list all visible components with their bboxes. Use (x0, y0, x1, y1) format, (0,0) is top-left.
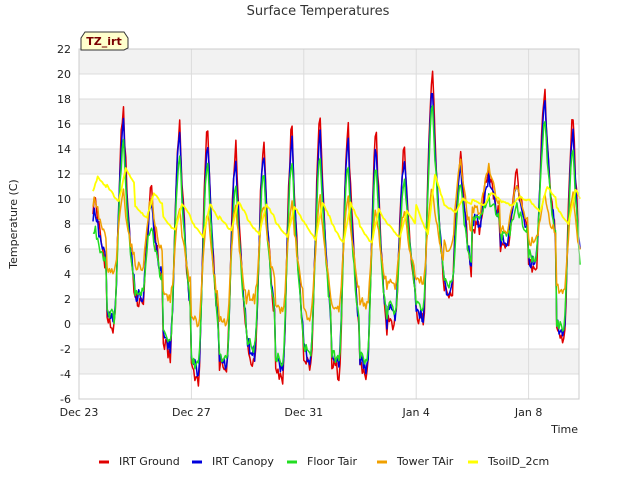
y-tick-labels: -6 -4 -2 0 2 4 6 8 10 12 14 16 18 20 22 (57, 43, 71, 406)
x-tick-label: Jan 8 (514, 406, 542, 419)
series-line-soil (92, 167, 581, 244)
plot-band (79, 99, 579, 124)
y-tick-label: 6 (64, 243, 71, 256)
y-tick-label: -6 (60, 393, 71, 406)
plot-band (79, 349, 579, 374)
y-tick-label: 14 (57, 143, 71, 156)
legend-label: IRT Ground (119, 455, 180, 468)
legend-item-soil: TsoilD_2cm (468, 455, 549, 468)
x-tick-label: Dec 31 (284, 406, 323, 419)
legend-item-tower: Tower TAir (377, 455, 454, 468)
y-tick-label: 4 (64, 268, 71, 281)
y-tick-label: -2 (60, 343, 71, 356)
plot-band (79, 49, 579, 74)
y-tick-label: 2 (64, 293, 71, 306)
axes (78, 48, 580, 400)
y-tick-label: 0 (64, 318, 71, 331)
plot-band (79, 249, 579, 274)
x-tick-label: Jan 4 (401, 406, 429, 419)
badge-label: TZ_irt (86, 35, 121, 48)
x-axis-label: Time (550, 423, 578, 436)
series-line-tower (92, 158, 581, 328)
legend-label: Tower TAir (396, 455, 454, 468)
legend-label: IRT Canopy (212, 455, 274, 468)
badge-shape (80, 31, 129, 51)
y-tick-label: -4 (60, 368, 71, 381)
legend-item-floor: Floor Tair (287, 455, 358, 468)
y-tick-label: 18 (57, 93, 71, 106)
series-layer (92, 70, 581, 387)
plot-border (78, 48, 580, 400)
legend-item-canopy: IRT Canopy (192, 455, 274, 468)
tz-irt-badge: TZ_irt (80, 31, 129, 51)
y-tick-label: 22 (57, 43, 71, 56)
y-tick-label: 10 (57, 193, 71, 206)
y-tick-label: 20 (57, 68, 71, 81)
x-tick-labels: Dec 23 Dec 27 Dec 31 Jan 4 Jan 8 (60, 406, 543, 419)
chart-title: Surface Temperatures (247, 4, 390, 19)
y-tick-label: 16 (57, 118, 71, 131)
y-tick-label: 8 (64, 218, 71, 231)
legend-label: Floor Tair (307, 455, 358, 468)
plot-band (79, 149, 579, 174)
x-tick-label: Dec 27 (172, 406, 211, 419)
legend-item-ground: IRT Ground (99, 455, 180, 468)
y-axis-label: Temperature (C) (7, 179, 20, 269)
legend-label: TsoilD_2cm (487, 455, 549, 468)
x-tick-label: Dec 23 (60, 406, 99, 419)
y-tick-label: 12 (57, 168, 71, 181)
legend: IRT Ground IRT Canopy Floor Tair Tower TAir… (99, 455, 549, 468)
